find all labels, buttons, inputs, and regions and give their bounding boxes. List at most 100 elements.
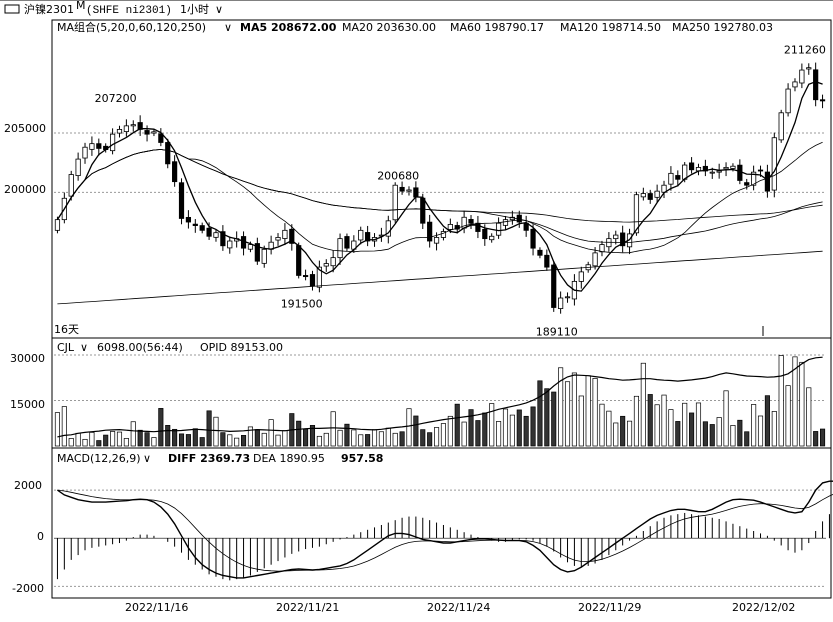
plot-layer: 207200 200680 191500 189110 211260	[54, 44, 833, 587]
candle-body	[309, 274, 316, 287]
macd-value: 957.58	[341, 452, 383, 465]
volume-bar	[647, 394, 653, 447]
volume-bar	[192, 428, 198, 447]
volume-bar	[268, 419, 274, 447]
cjl-value: 6098.00(56:44)	[97, 341, 183, 354]
volume-bar	[585, 375, 591, 447]
candle-body	[275, 237, 281, 241]
ma5-line	[56, 81, 823, 292]
candle-body	[323, 263, 329, 267]
volume-bar	[806, 387, 812, 447]
volume-bar	[144, 432, 150, 447]
candle-body	[75, 158, 81, 177]
volume-bar	[620, 415, 626, 447]
volume-tick-label: 30000	[10, 352, 45, 365]
volume-bar	[434, 427, 440, 447]
volume-bar	[744, 431, 750, 447]
volume-bar	[778, 355, 784, 447]
volume-bar	[771, 411, 777, 447]
ma60-value: MA60 198790.17	[450, 21, 544, 34]
volume-bar	[406, 408, 412, 447]
candle-body	[227, 240, 233, 249]
date-label: 2022/11/16	[125, 601, 188, 614]
volume-bar	[261, 432, 267, 447]
ma120-value: MA120 198714.50	[560, 21, 661, 34]
volume-bar	[427, 432, 433, 447]
symbol-name: 沪镍2301	[24, 2, 74, 16]
candle-body	[620, 232, 626, 247]
candle-body	[530, 228, 536, 249]
volume-bar	[537, 380, 543, 447]
volume-bar	[247, 426, 253, 447]
chevron-down-icon[interactable]: ∨	[80, 341, 88, 354]
candle-body	[289, 228, 295, 244]
chevron-down-icon[interactable]: ∨	[224, 21, 232, 34]
candle-body	[199, 225, 205, 231]
ma20-value: MA20 203630.00	[342, 21, 436, 34]
candle-body	[592, 252, 598, 267]
price-annotation: 211260	[784, 44, 826, 57]
ma-group-label[interactable]: MA组合(5,20,0,60,120,250)	[57, 20, 206, 34]
candle-body	[82, 146, 88, 159]
period-selector[interactable]: 1小时	[180, 3, 209, 16]
candle-body	[337, 238, 343, 259]
volume-bar	[757, 415, 764, 447]
candle-body	[819, 99, 826, 102]
volume-bar	[178, 433, 185, 447]
macd-tick-label: -2000	[12, 582, 44, 595]
volume-bar	[303, 428, 309, 447]
volume-bar	[544, 388, 550, 447]
price-tick-label: 200000	[4, 183, 46, 196]
candle-body	[806, 67, 812, 70]
candle-body	[392, 184, 398, 221]
candle-body	[385, 220, 391, 237]
volume-bar	[799, 361, 805, 447]
candle-body	[633, 194, 640, 234]
volume-bar	[496, 421, 502, 447]
candle-body	[96, 143, 102, 149]
candle-body	[737, 164, 743, 181]
volume-bar	[564, 381, 571, 447]
volume-bar	[185, 434, 191, 447]
volume-bar	[751, 404, 757, 447]
candle-body	[433, 237, 440, 244]
candle-body	[406, 189, 412, 192]
dea-value: DEA 1890.95	[253, 452, 325, 465]
candle-body	[537, 249, 543, 256]
ma250-line	[57, 250, 823, 305]
volume-bar	[723, 390, 729, 447]
volume-bar	[454, 403, 460, 447]
candle-body	[144, 130, 150, 135]
symbol-code: (SHFE ni2301)	[86, 5, 172, 17]
chevron-down-icon[interactable]: ∨	[143, 452, 151, 465]
volume-bar	[516, 409, 522, 447]
candle-body	[172, 161, 178, 183]
chevron-down-icon[interactable]: ∨	[215, 3, 223, 16]
volume-bar	[702, 421, 708, 447]
volume-bar	[123, 438, 129, 447]
cjl-label[interactable]: CJL	[57, 341, 75, 354]
volume-bar	[709, 424, 715, 447]
volume-bar	[378, 431, 384, 447]
volume-bar	[661, 394, 667, 447]
window-icon[interactable]	[4, 4, 20, 14]
diff-line	[57, 480, 833, 579]
candle-body	[599, 244, 605, 253]
volume-bar	[385, 427, 391, 447]
volume-bar	[323, 432, 329, 447]
date-label: 2022/11/21	[276, 601, 339, 614]
candle-body	[302, 275, 309, 278]
volume-bar	[172, 428, 178, 447]
volume-bar	[420, 429, 426, 447]
volume-bar	[344, 423, 350, 447]
candle-body	[792, 81, 798, 88]
candle-body	[640, 193, 646, 198]
macd-label[interactable]: MACD(12,26,9)	[57, 452, 141, 465]
volume-bar	[606, 410, 612, 447]
candle-body	[502, 219, 509, 226]
candle-body	[296, 245, 302, 276]
volume-bar	[110, 431, 116, 447]
dea-line	[57, 489, 833, 572]
